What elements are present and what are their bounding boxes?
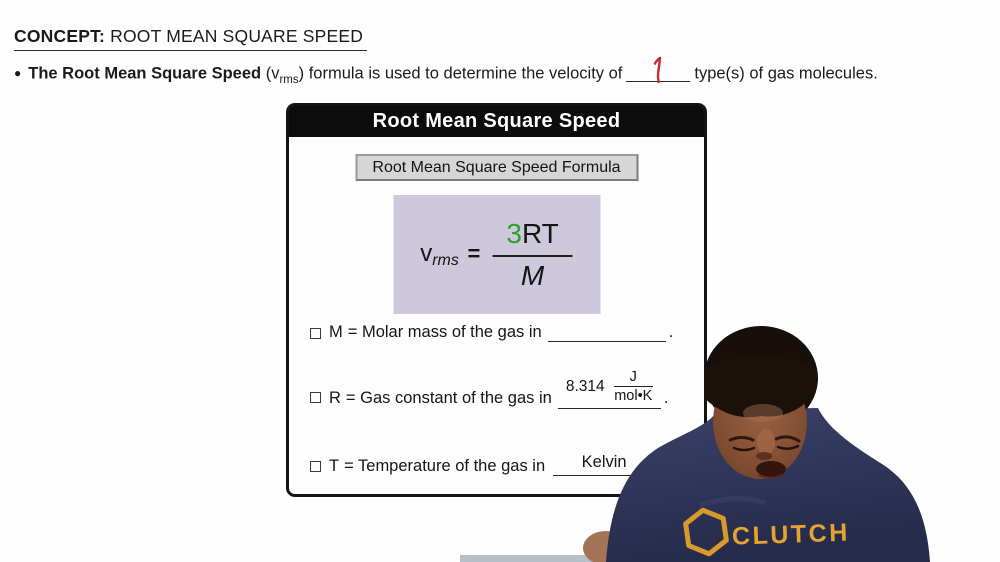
clutch-logo-text: CLUTCH bbox=[732, 519, 851, 551]
definition-row-temperature: T = Temperature of the gas in Kelvin bbox=[310, 453, 658, 476]
sentence-mid: ) formula is used to determine the veloc… bbox=[298, 64, 623, 83]
unit-denominator: mol•K bbox=[614, 388, 653, 404]
page-title: CONCEPT: ROOT MEAN SQUARE SPEED bbox=[14, 26, 368, 51]
hair bbox=[704, 326, 818, 430]
bullet-icon: ● bbox=[14, 66, 22, 80]
left-eyebrow bbox=[728, 436, 755, 442]
fill-in-blank bbox=[626, 56, 691, 83]
nose-shadow bbox=[756, 452, 772, 460]
symbol-r: R bbox=[329, 389, 341, 407]
unit-numerator: J bbox=[613, 369, 653, 387]
period-m: . bbox=[668, 323, 674, 341]
concept-title: ROOT MEAN SQUARE SPEED bbox=[110, 26, 364, 46]
fraction-numerator: 3RT bbox=[492, 218, 573, 257]
definition-row-molar-mass: M = Molar mass of the gas in . bbox=[310, 323, 673, 342]
desk-edge bbox=[460, 555, 694, 562]
left-eye bbox=[732, 446, 756, 452]
equals-sign: = bbox=[467, 240, 481, 266]
definition-text-r: = Gas constant of the gas in bbox=[345, 389, 552, 407]
formula-fraction: 3RT M bbox=[492, 218, 573, 292]
bold-term: The Root Mean Square Speed bbox=[28, 64, 262, 83]
checkbox-t[interactable] bbox=[310, 461, 321, 472]
clutch-hexagon-icon bbox=[683, 507, 729, 557]
definition-row-gas-constant: R = Gas constant of the gas in 8.314 J m… bbox=[310, 369, 668, 409]
lower-lip bbox=[757, 473, 785, 479]
shirt-fold bbox=[699, 495, 766, 508]
mouth bbox=[756, 461, 786, 477]
formula-panel: vrms = 3RT M bbox=[393, 195, 600, 314]
definition-sentence: ● The Root Mean Square Speed (vrms) formu… bbox=[14, 56, 974, 91]
symbol-m: M bbox=[329, 323, 343, 341]
card-title: Root Mean Square Speed bbox=[289, 106, 704, 137]
vrms-subscript: rms bbox=[279, 73, 299, 86]
right-eyebrow bbox=[774, 435, 801, 443]
concept-card: Root Mean Square Speed Root Mean Square … bbox=[286, 103, 707, 497]
symbol-t: T bbox=[329, 457, 340, 475]
forehead-highlight bbox=[743, 404, 783, 422]
formula-section-button[interactable]: Root Mean Square Speed Formula bbox=[355, 154, 638, 181]
handwritten-one-annotation bbox=[654, 56, 662, 83]
checkbox-r[interactable] bbox=[310, 392, 321, 403]
blank-t-answer: Kelvin bbox=[553, 453, 656, 476]
fraction-denominator: M bbox=[520, 259, 545, 291]
checkbox-m[interactable] bbox=[310, 328, 321, 339]
nose-highlight bbox=[757, 429, 775, 455]
formula-lhs: vrms = bbox=[420, 239, 481, 269]
vrms-open: (v bbox=[265, 64, 280, 83]
definition-text-m: = Molar mass of the gas in bbox=[347, 323, 542, 341]
right-eye bbox=[776, 444, 800, 450]
concept-label: CONCEPT: bbox=[14, 26, 106, 46]
period-r: . bbox=[663, 389, 669, 407]
sentence-tail: type(s) of gas molecules. bbox=[694, 64, 878, 83]
blank-r-answer: 8.314 J mol•K bbox=[557, 369, 661, 409]
blank-m bbox=[547, 326, 666, 342]
face bbox=[713, 365, 807, 479]
hairline bbox=[704, 354, 816, 418]
gas-constant-units: J mol•K bbox=[613, 369, 653, 404]
gas-constant-value: 8.314 bbox=[565, 377, 605, 395]
definition-text-t: = Temperature of the gas in bbox=[344, 457, 546, 475]
